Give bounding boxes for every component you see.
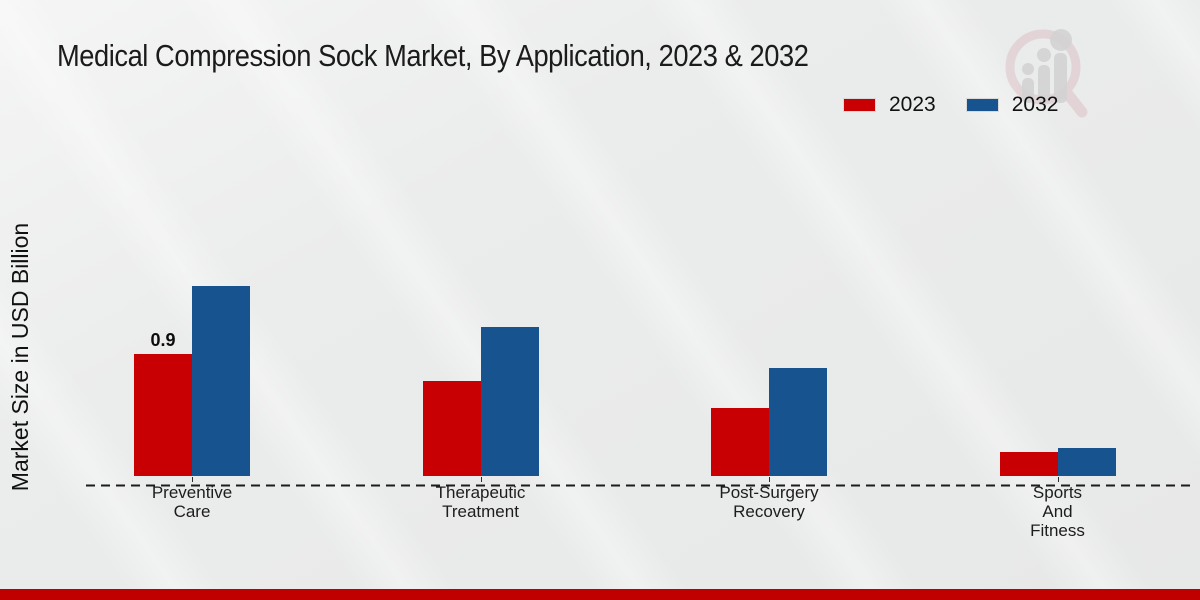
legend-swatch-icon [843, 98, 876, 112]
bar-2032-post-surgery-recovery [769, 367, 827, 476]
watermark-logo [998, 24, 1090, 123]
bar-2023-post-surgery-recovery [711, 408, 769, 476]
chart-title: Medical Compression Sock Market, By Appl… [57, 38, 809, 73]
category-label-post-surgery-recovery: Post-Surgery Recovery [719, 483, 819, 521]
axis-tick [480, 477, 482, 482]
category-label-sports-and-fitness: Sports And Fitness [1030, 483, 1085, 540]
x-axis-dashed-line [86, 474, 1190, 492]
bar-2023-preventive-care [134, 354, 192, 476]
bar-2023-sports-and-fitness [999, 451, 1058, 476]
axis-tick [769, 477, 770, 482]
footer-accent-bar [0, 589, 1200, 600]
logo-dot-icon [1022, 63, 1034, 75]
bar-value-label: 0.9 [150, 330, 176, 351]
category-label-therapeutic-treatment: Therapeutic Treatment [435, 483, 526, 521]
bar-2032-therapeutic-treatment [480, 326, 539, 476]
legend-item-2023: 2023 [843, 93, 936, 117]
legend-label: 2023 [889, 93, 936, 116]
bar-2032-sports-and-fitness [1057, 447, 1116, 476]
axis-tick [1057, 477, 1059, 482]
logo-bar-icon [1038, 65, 1050, 103]
axis-tick [192, 477, 193, 482]
logo-dot-icon [1050, 29, 1072, 51]
legend: 2023 2032 [843, 93, 1058, 117]
legend-swatch-icon [965, 98, 999, 112]
legend-label: 2032 [1011, 93, 1059, 116]
bar-2032-preventive-care [192, 286, 250, 476]
bar-2023-therapeutic-treatment [422, 381, 481, 476]
logo-dot-icon [1037, 48, 1051, 62]
logo-bar-icon [1054, 53, 1067, 103]
category-label-preventive-care: Preventive Care [151, 483, 233, 521]
legend-item-2032: 2032 [965, 93, 1059, 117]
logo-bar-icon [1022, 78, 1034, 103]
magnifier-handle-icon [1061, 87, 1088, 118]
